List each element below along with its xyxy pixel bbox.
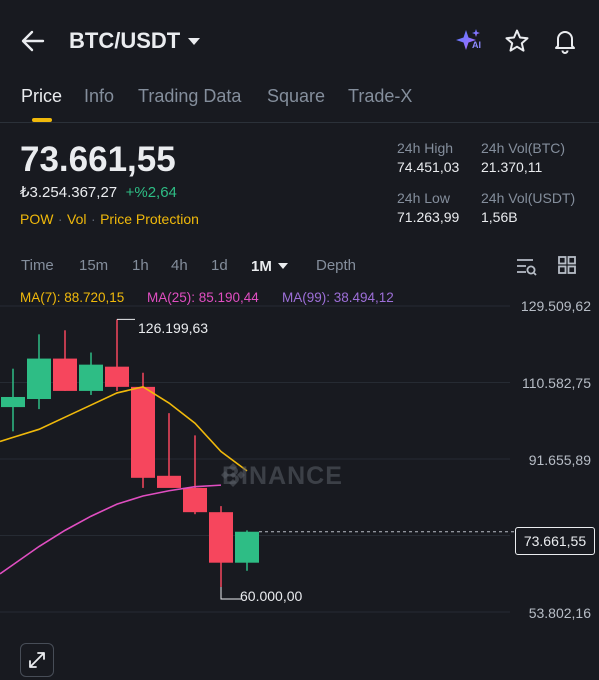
caret-down-icon: [188, 33, 201, 51]
tab-price[interactable]: Price: [21, 86, 63, 106]
binance-logo-icon: [218, 460, 248, 495]
pair-selector[interactable]: BTC/USDT: [69, 28, 201, 54]
ma25-line: [0, 484, 222, 575]
stat-24h-vol-usdt-value: 1,56B: [481, 209, 518, 225]
timeframe-time[interactable]: Time: [21, 257, 54, 274]
stat-24h-vol-btc-value: 21.370,11: [481, 159, 543, 175]
timeframe-1d[interactable]: 1d: [211, 257, 228, 274]
pair-title: BTC/USDT: [69, 28, 181, 53]
y-axis-tick: 53.802,16: [528, 605, 591, 621]
stat-24h-vol-btc-label: 24h Vol(BTC): [481, 140, 566, 156]
candlestick-chart[interactable]: [0, 300, 599, 640]
indicator-settings-icon[interactable]: [515, 255, 537, 282]
candle-body: [27, 358, 51, 400]
ma7-label: MA(7): 88.720,15: [20, 290, 125, 305]
timeframe-4h[interactable]: 4h: [171, 257, 188, 274]
active-tab-indicator: [32, 118, 52, 122]
candle-body: [235, 531, 259, 563]
candle-body: [183, 487, 207, 513]
expand-icon: [29, 652, 45, 668]
ma25-label: MA(25): 85.190,44: [147, 290, 259, 305]
tag-separator: ·: [90, 211, 96, 227]
tag-row: POW · Vol · Price Protection: [20, 211, 199, 229]
tab-divider: [0, 122, 599, 123]
y-axis-tick: 91.655,89: [528, 452, 591, 468]
timeframe-1m: 1M: [251, 257, 272, 275]
candle-body: [157, 475, 181, 488]
ma7-line: [0, 386, 248, 472]
ai-sparkle-icon[interactable]: AI: [455, 28, 485, 54]
low-annotation: 60.000,00: [240, 588, 303, 604]
tag-vol[interactable]: Vol: [67, 211, 87, 227]
candle-body: [105, 366, 129, 387]
bell-alert-icon[interactable]: [552, 28, 578, 59]
current-price-tag-value: 73.661,55: [523, 533, 587, 549]
low-annotation-leader: [220, 586, 241, 600]
change-percent: +%2,64: [125, 184, 177, 201]
tab-square[interactable]: Square: [267, 86, 326, 106]
timeframe-1h[interactable]: 1h: [132, 257, 149, 274]
candle-body: [131, 386, 155, 478]
stat-24h-vol-usdt-label: 24h Vol(USDT): [481, 190, 576, 206]
ai-label: AI: [472, 40, 481, 50]
timeframe-depth[interactable]: Depth: [316, 257, 357, 274]
tag-separator: ·: [57, 211, 63, 227]
tab-trade-x[interactable]: Trade-X: [348, 86, 413, 106]
candle-body: [79, 364, 103, 391]
candle-body: [1, 396, 25, 408]
tab-trading-data[interactable]: Trading Data: [138, 86, 242, 106]
high-annotation: 126.199,63: [138, 320, 209, 336]
tab-info[interactable]: Info: [84, 86, 115, 106]
last-price: 73.661,55: [20, 140, 176, 179]
stat-24h-high-label: 24h High: [397, 140, 454, 156]
stat-24h-low-label: 24h Low: [397, 190, 450, 206]
caret-down-icon: [277, 257, 288, 275]
back-arrow-icon[interactable]: [20, 28, 46, 59]
stat-24h-high-value: 74.451,03: [397, 159, 460, 175]
timeframe-1m-selector[interactable]: 1M: [251, 257, 288, 275]
y-axis-tick: 129.509,62: [520, 298, 591, 314]
candle-body: [53, 358, 77, 391]
price-subline: ₺3.254.367,27 +%2,64: [20, 183, 177, 202]
y-axis-tick: 110.582,75: [521, 375, 591, 391]
grid-layout-icon[interactable]: [557, 255, 577, 280]
tag-price-protection[interactable]: Price Protection: [100, 211, 199, 227]
current-price-tag: 73.661,55: [515, 527, 595, 555]
fiat-value: ₺3.254.367,27: [20, 184, 118, 201]
tag-pow[interactable]: POW: [20, 211, 54, 227]
ma99-label: MA(99): 38.494,12: [282, 290, 394, 305]
star-favorite-icon[interactable]: [504, 28, 530, 59]
timeframe-15m[interactable]: 15m: [79, 257, 109, 274]
stat-24h-low-value: 71.263,99: [397, 209, 460, 225]
candle-body: [209, 512, 233, 563]
expand-chart-button[interactable]: [20, 643, 54, 677]
